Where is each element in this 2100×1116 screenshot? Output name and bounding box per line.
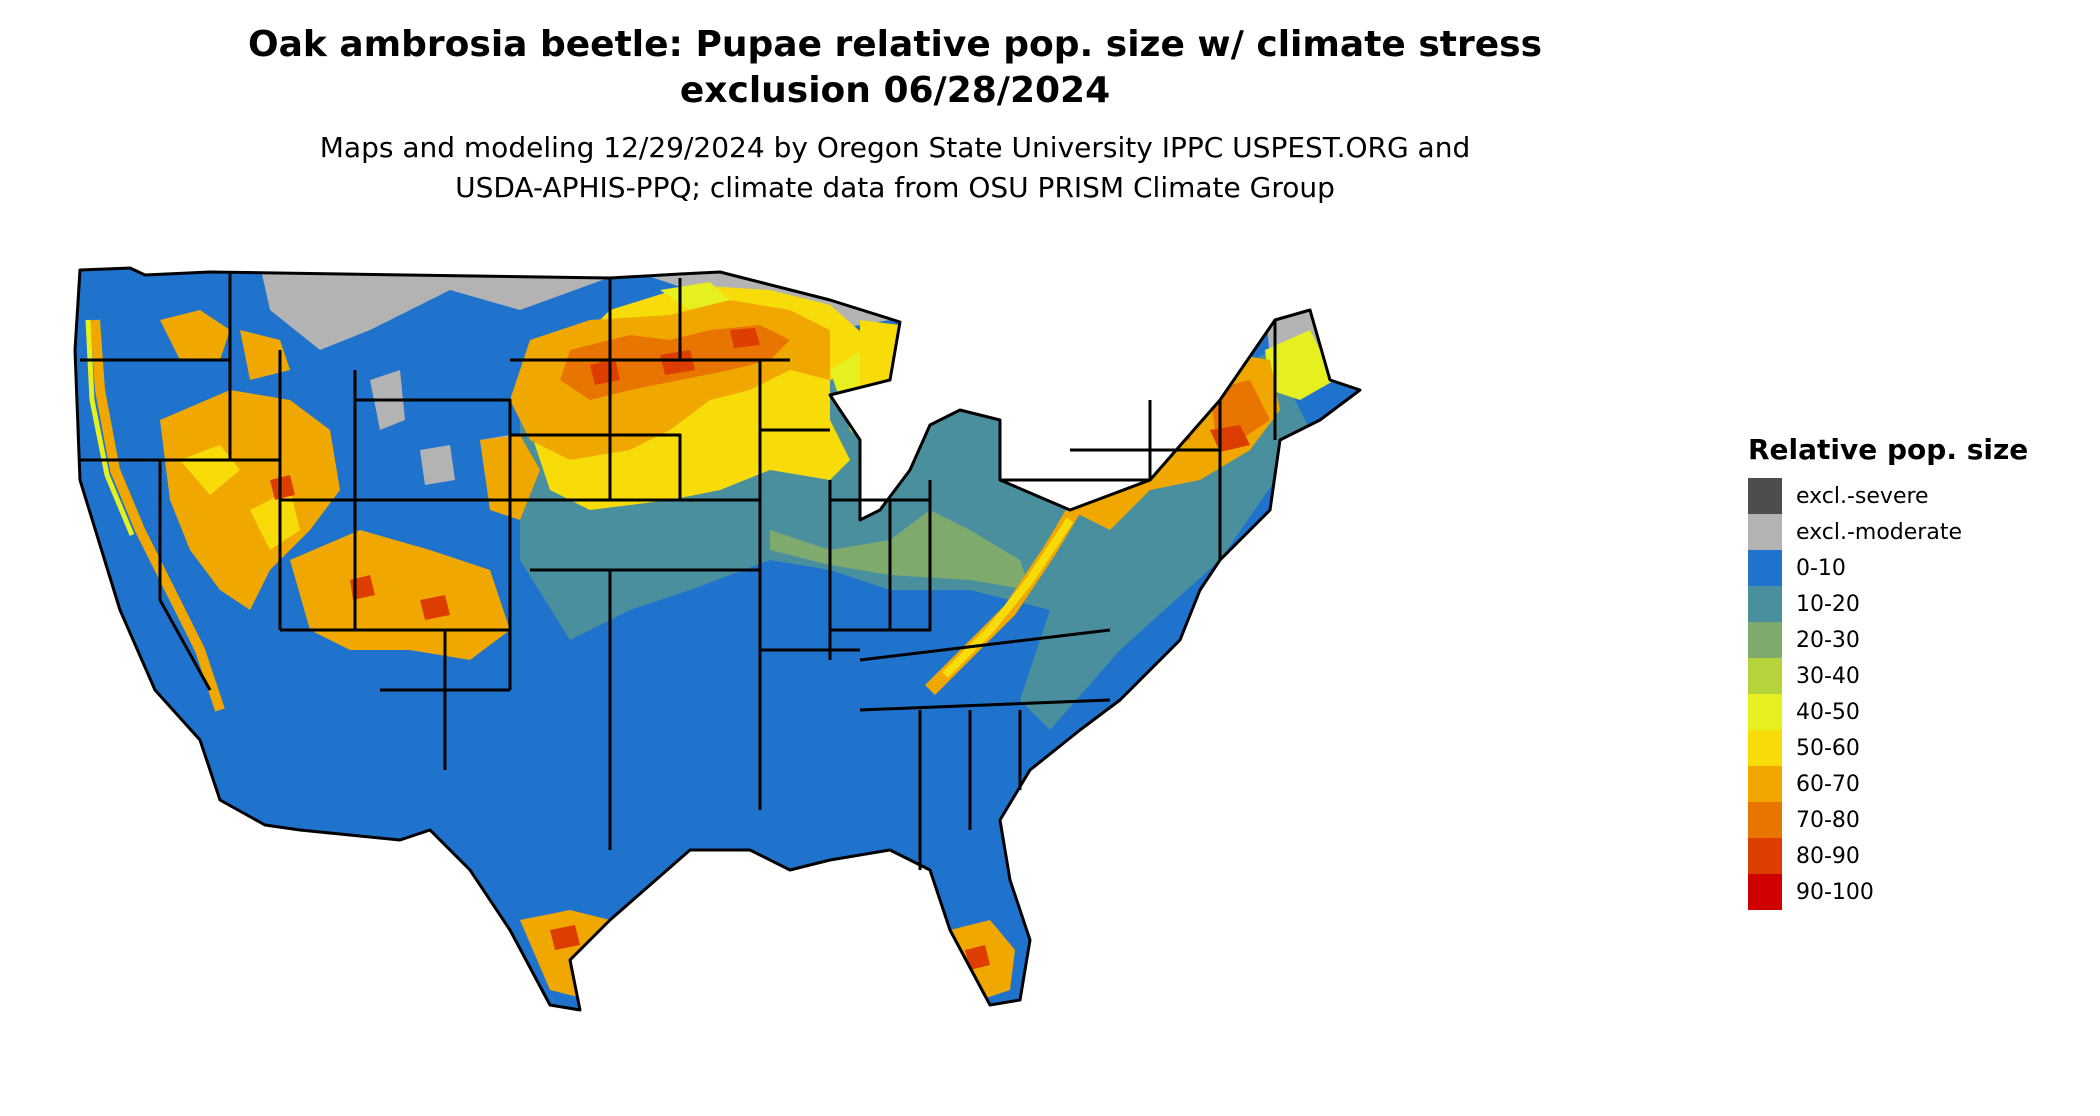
map-title: Oak ambrosia beetle: Pupae relative pop.… [0, 22, 1790, 114]
map-title-line2: exclusion 06/28/2024 [679, 70, 1111, 111]
state-borders [73, 266, 1362, 1012]
zone-west-yellow-great-basin [180, 445, 300, 550]
legend-item: 80-90 [1748, 838, 2088, 874]
zone-appalachian-ridge-yellow [942, 517, 1074, 678]
legend-item: 90-100 [1748, 874, 2088, 910]
legend-swatch [1748, 514, 1782, 550]
legend-label: 90-100 [1796, 879, 1874, 905]
zone-west-orange-southwest [290, 530, 510, 660]
zone-texas-coast-red [550, 925, 580, 950]
legend-label: 0-10 [1796, 555, 1846, 581]
zone-west-orange-great-basin [160, 390, 340, 610]
zone-west-coast-strip [90, 319, 225, 712]
map-title-line1: Oak ambrosia beetle: Pupae relative pop.… [247, 24, 1543, 65]
legend-label: 50-60 [1796, 735, 1860, 761]
us-land-base [75, 268, 1360, 1010]
legend-swatch [1748, 550, 1782, 586]
map-subtitle: Maps and modeling 12/29/2024 by Oregon S… [0, 128, 1790, 208]
legend-swatch [1748, 622, 1782, 658]
legend-swatch [1748, 586, 1782, 622]
zone-idaho-orange [160, 310, 290, 380]
legend-item: 70-80 [1748, 802, 2088, 838]
legend-swatch [1748, 838, 1782, 874]
legend-label: 60-70 [1796, 771, 1860, 797]
legend-swatch [1748, 766, 1782, 802]
legend-swatch [1748, 802, 1782, 838]
zone-excl-moderate-wyoming [370, 370, 510, 485]
border-central-lines [510, 278, 860, 850]
legend-item: 60-70 [1748, 766, 2088, 802]
legend-item: 30-40 [1748, 658, 2088, 694]
legend-label: 20-30 [1796, 627, 1860, 653]
legend-item: 20-30 [1748, 622, 2088, 658]
zone-20-30-band [770, 510, 1030, 590]
legend-label: excl.-severe [1796, 483, 1929, 509]
zone-40-50-belt [660, 282, 1335, 450]
legend-item: 0-10 [1748, 550, 2088, 586]
zone-50-60-michigan [860, 320, 930, 440]
legend-swatch [1748, 478, 1782, 514]
us-map [73, 266, 1362, 1012]
legend-label: 10-20 [1796, 591, 1860, 617]
legend-swatch [1748, 730, 1782, 766]
border-west-lines [80, 272, 512, 770]
legend-item: excl.-moderate [1748, 514, 2088, 550]
legend-label: 80-90 [1796, 843, 1860, 869]
zone-80-90-plains [590, 328, 760, 385]
legend-label: 30-40 [1796, 663, 1860, 689]
legend-swatch [1748, 874, 1782, 910]
legend-label: excl.-moderate [1796, 519, 1962, 545]
legend-label: 70-80 [1796, 807, 1860, 833]
us-outline [73, 266, 1362, 1012]
zone-florida-red [965, 945, 990, 970]
legend-title: Relative pop. size [1748, 433, 2029, 466]
legend-item: 50-60 [1748, 730, 2088, 766]
map-subtitle-line1: Maps and modeling 12/29/2024 by Oregon S… [319, 131, 1471, 164]
legend: Relative pop. size excl.-severe excl.-mod… [1748, 432, 2088, 910]
legend-item: 40-50 [1748, 694, 2088, 730]
zone-west-red-southwest [270, 475, 450, 620]
border-east-lines [828, 320, 1277, 870]
map-subtitle-line2: USDA-APHIS-PPQ; climate data from OSU PR… [455, 171, 1335, 204]
legend-swatch [1748, 658, 1782, 694]
legend-label: 40-50 [1796, 699, 1860, 725]
legend-rows: excl.-severe excl.-moderate 0-10 10-20 20-30… [1748, 478, 2088, 910]
legend-item: 10-20 [1748, 586, 2088, 622]
legend-swatch [1748, 694, 1782, 730]
legend-item: excl.-severe [1748, 478, 2088, 514]
